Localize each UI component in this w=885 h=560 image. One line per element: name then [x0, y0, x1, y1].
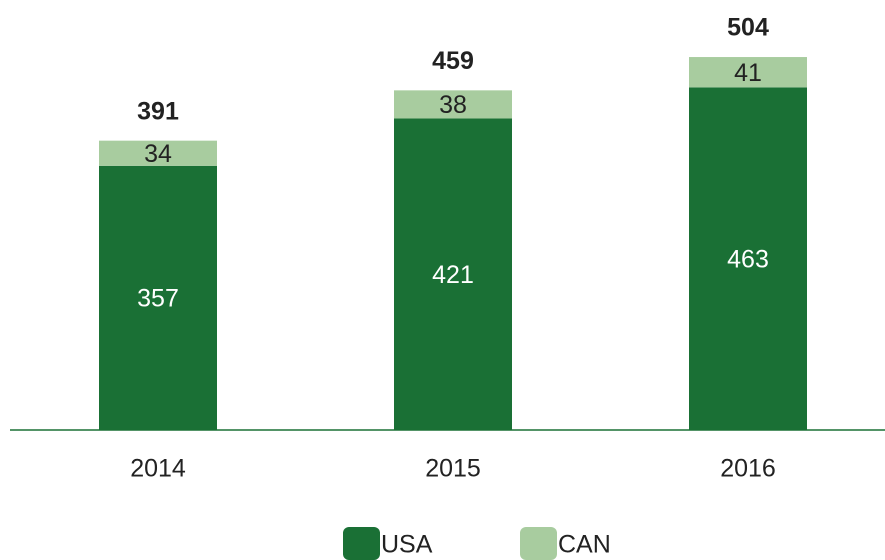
bar-segment [99, 165, 217, 430]
total-label: 504 [727, 14, 769, 42]
value-label: 463 [727, 245, 769, 273]
bar-segment [689, 57, 807, 88]
total-label: 459 [432, 47, 474, 75]
legend-swatch [343, 527, 380, 560]
value-label: 34 [144, 140, 172, 168]
value-label: 38 [439, 91, 467, 119]
total-label: 391 [137, 97, 179, 125]
legend-label: CAN [558, 531, 611, 559]
legend-label: USA [381, 531, 433, 559]
x-tick-label: 2014 [130, 455, 186, 483]
x-tick-label: 2016 [720, 455, 776, 483]
value-label: 357 [137, 285, 179, 313]
value-label: 421 [432, 261, 474, 289]
bar-segment [99, 140, 217, 166]
bar-segment [394, 118, 512, 431]
x-tick-label: 2015 [425, 455, 481, 483]
legend-swatch [520, 527, 557, 560]
bar-segment [394, 90, 512, 119]
bar-segment [689, 87, 807, 430]
value-label: 41 [734, 59, 762, 87]
